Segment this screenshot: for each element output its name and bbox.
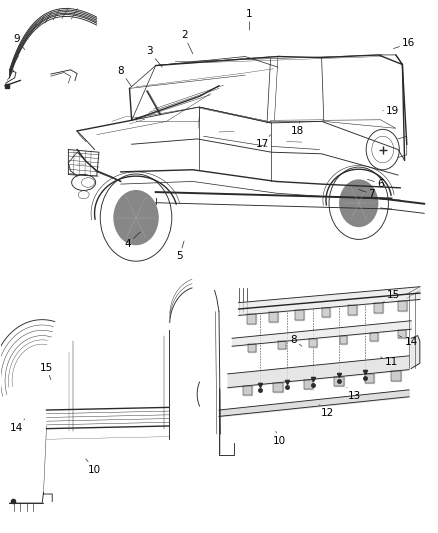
Polygon shape <box>247 314 256 324</box>
Text: 8: 8 <box>117 66 132 87</box>
Text: 14: 14 <box>399 336 418 347</box>
Text: 4: 4 <box>124 232 141 249</box>
Text: 8: 8 <box>290 335 302 346</box>
Polygon shape <box>398 301 407 311</box>
Polygon shape <box>348 305 357 315</box>
Circle shape <box>127 206 146 229</box>
Polygon shape <box>339 336 347 344</box>
Text: 19: 19 <box>383 106 399 116</box>
Text: 14: 14 <box>9 419 25 433</box>
Text: 3: 3 <box>146 46 162 67</box>
Text: 11: 11 <box>381 357 398 367</box>
Text: 10: 10 <box>86 459 101 474</box>
Polygon shape <box>279 342 286 350</box>
Circle shape <box>351 193 367 213</box>
Polygon shape <box>269 312 278 322</box>
Text: 13: 13 <box>347 387 361 401</box>
Circle shape <box>113 190 159 245</box>
Circle shape <box>339 179 378 227</box>
Text: 5: 5 <box>177 241 184 261</box>
Text: 16: 16 <box>394 38 416 49</box>
Text: 1: 1 <box>246 9 253 30</box>
Text: 9: 9 <box>13 34 25 50</box>
Polygon shape <box>374 303 383 313</box>
Polygon shape <box>304 379 313 389</box>
Polygon shape <box>321 308 330 317</box>
Text: 18: 18 <box>291 122 304 136</box>
Text: 7: 7 <box>359 189 375 199</box>
Polygon shape <box>248 344 256 352</box>
Polygon shape <box>411 336 420 368</box>
Polygon shape <box>295 310 304 320</box>
Text: 15: 15 <box>383 289 400 303</box>
Polygon shape <box>273 383 283 392</box>
Polygon shape <box>309 338 317 346</box>
Text: 15: 15 <box>40 362 53 379</box>
Text: 10: 10 <box>273 431 286 446</box>
Text: 6: 6 <box>367 179 384 189</box>
Text: 17: 17 <box>256 135 271 149</box>
Polygon shape <box>391 371 401 381</box>
Text: 12: 12 <box>319 405 334 418</box>
Polygon shape <box>399 330 406 338</box>
Polygon shape <box>370 333 378 341</box>
Polygon shape <box>243 386 252 395</box>
Text: 2: 2 <box>181 30 193 54</box>
Polygon shape <box>334 377 344 386</box>
Polygon shape <box>365 374 374 383</box>
